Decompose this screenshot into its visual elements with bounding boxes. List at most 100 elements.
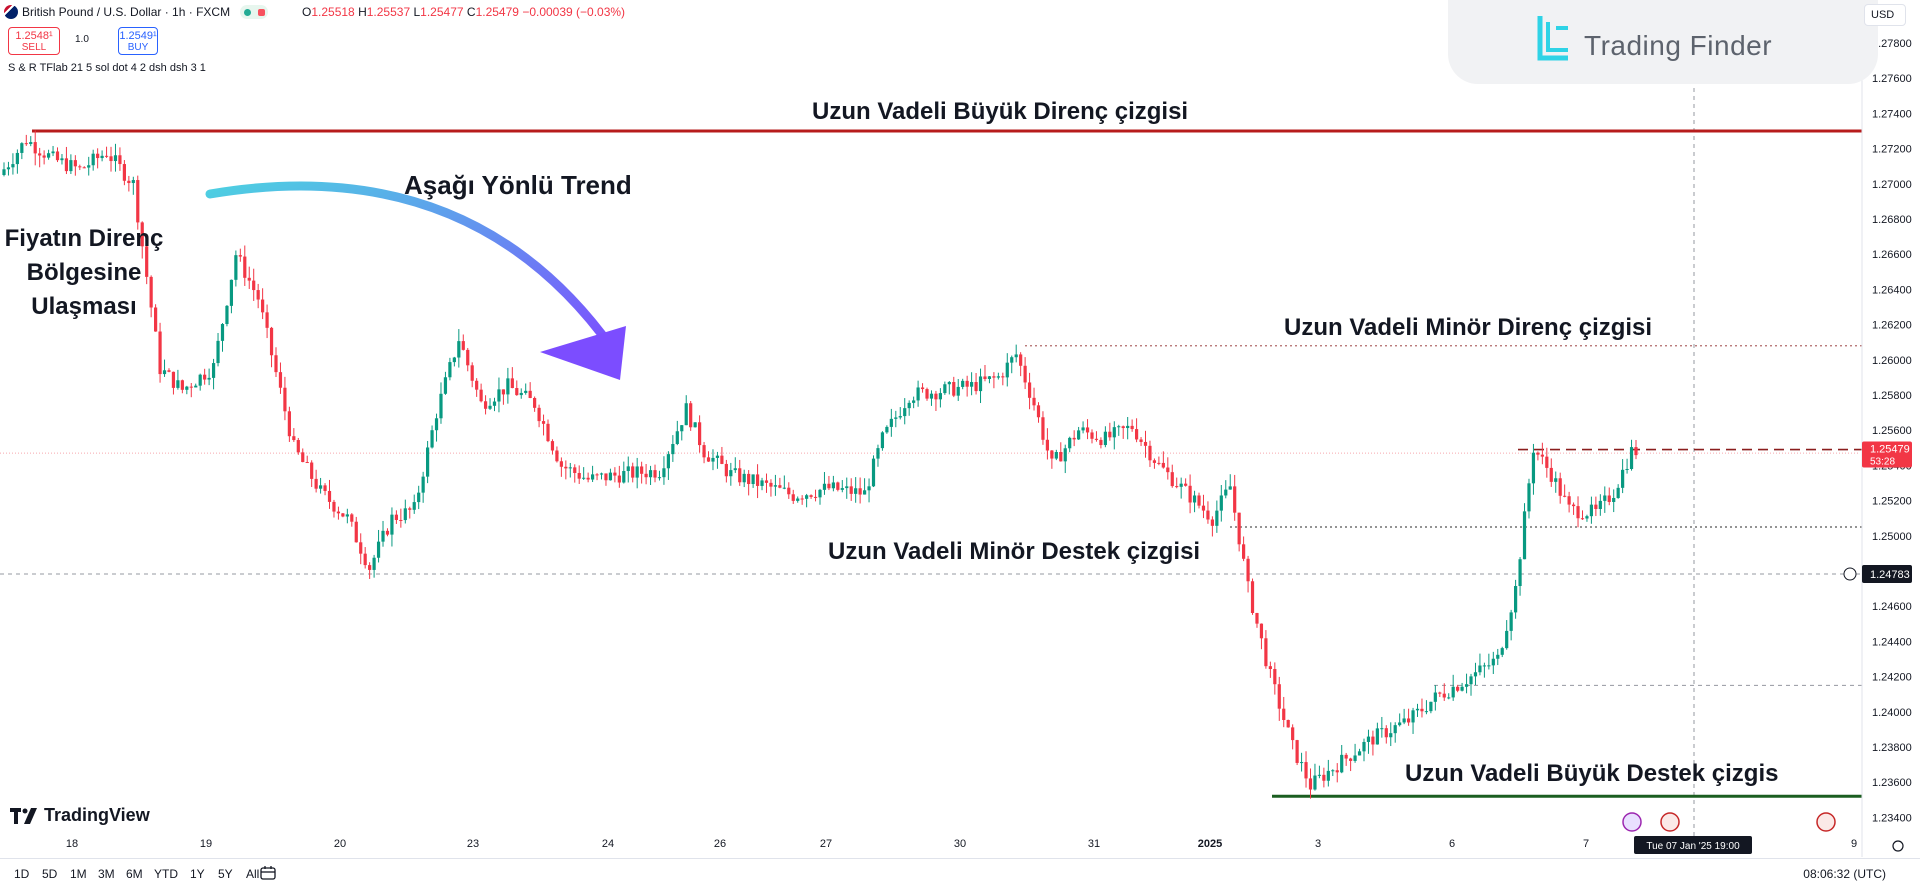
candle-body <box>996 376 1000 378</box>
trading-finder-watermark: Trading Finder <box>1448 0 1878 84</box>
candle-body <box>1134 429 1139 440</box>
candle-body <box>1219 495 1223 511</box>
trading-finder-logo-icon <box>1537 16 1568 61</box>
candle-body <box>417 492 421 503</box>
candle-body <box>1246 558 1250 582</box>
candle-body <box>171 371 176 388</box>
candle-body <box>858 488 862 495</box>
candle-body <box>992 376 996 378</box>
candle-body <box>1068 437 1072 449</box>
price-reach-line-1: Fiyatın Direnç <box>4 225 164 252</box>
candle-body <box>724 463 728 477</box>
candle-body <box>965 380 969 387</box>
market-status-icon[interactable] <box>240 5 269 19</box>
candle-body <box>778 485 782 488</box>
utc-clock[interactable]: 08:06:32 (UTC) <box>1803 867 1886 881</box>
candle-body <box>1429 701 1433 712</box>
timeframe-5y[interactable]: 5Y <box>218 867 233 881</box>
indicator-legend[interactable]: S & R TFlab 21 5 sol dot 4 2 dsh dsh 3 1 <box>8 62 206 74</box>
candle-body <box>185 386 189 390</box>
candle-body <box>287 411 291 437</box>
candle-body <box>1081 427 1085 431</box>
time-tick-label: 26 <box>714 838 726 850</box>
price-tick-label: 1.23400 <box>1872 812 1912 824</box>
price-tick-label: 1.27400 <box>1872 108 1912 120</box>
timeframe-all[interactable]: All <box>246 867 260 881</box>
candle-body <box>180 380 184 390</box>
bottom-toolbar: 1D 5D 1M 3M 6M YTD 1Y 5Y All 08:06:32 (UTC) <box>0 858 1920 886</box>
candle-body <box>1126 425 1130 429</box>
candle-body <box>470 365 474 381</box>
candle-body <box>1585 516 1589 519</box>
buy-button[interactable]: 1.2549¹ BUY <box>118 27 158 55</box>
candle-body <box>1112 427 1116 438</box>
timeframe-3m[interactable]: 3M <box>98 867 115 881</box>
candle-body <box>38 153 42 156</box>
candle-body <box>46 153 51 158</box>
price-tick-label: 1.26000 <box>1872 355 1912 367</box>
candle-body <box>475 380 479 390</box>
candle-body <box>332 501 336 512</box>
candle-body <box>947 382 951 385</box>
candle-body <box>822 483 827 490</box>
price-tick-label: 1.25800 <box>1872 390 1912 402</box>
candle-body <box>1491 658 1495 666</box>
candle-body <box>247 277 251 281</box>
candle-body <box>1175 486 1179 488</box>
candle-body <box>1299 762 1304 764</box>
minor-support-label: Uzun Vadeli Minör Destek çizgisi <box>828 538 1201 565</box>
candle-body <box>15 152 19 165</box>
candle-body <box>1607 495 1611 502</box>
candle-body <box>577 472 581 479</box>
candle-body <box>225 305 229 325</box>
symbol-title[interactable]: British Pound / U.S. Dollar · 1h · FXCM <box>4 5 269 19</box>
candle-body <box>412 502 416 510</box>
timeframe-1d[interactable]: 1D <box>14 867 30 881</box>
candle-body <box>809 495 813 497</box>
candle-body <box>194 385 198 388</box>
candle-body <box>974 382 978 392</box>
timeframe-1y[interactable]: 1Y <box>190 867 205 881</box>
timeframe-1m[interactable]: 1M <box>70 867 87 881</box>
candle-body <box>439 393 443 419</box>
candle-body <box>635 466 639 478</box>
candle-body <box>394 514 398 520</box>
candle-body <box>1594 504 1598 509</box>
sell-button[interactable]: 1.2548¹ SELL <box>8 27 60 55</box>
date-range-icon[interactable] <box>260 866 278 880</box>
candle-body <box>903 408 907 417</box>
candle-body <box>1406 718 1411 723</box>
candle-body <box>555 450 559 462</box>
candle-body <box>1317 774 1322 776</box>
candle-body <box>1375 728 1379 745</box>
timeframe-5d[interactable]: 5D <box>42 867 58 881</box>
candle-body <box>305 462 309 464</box>
candle-body <box>265 312 269 328</box>
candle-body <box>243 256 247 278</box>
candle-body <box>1045 439 1050 451</box>
time-tick-label: 3 <box>1315 838 1321 850</box>
candle-body <box>920 387 925 390</box>
candle-body <box>1264 638 1268 667</box>
candle-body <box>421 476 425 493</box>
candle-body <box>140 222 144 247</box>
timeframe-6m[interactable]: 6M <box>126 867 143 881</box>
tradingview-logo: TradingView <box>10 805 150 826</box>
candle-body <box>1415 708 1420 711</box>
candle-body <box>381 530 385 542</box>
candle-body <box>1201 505 1206 511</box>
candle-body <box>158 331 162 375</box>
symbol-label: British Pound / U.S. Dollar · 1h · FXCM <box>22 5 231 19</box>
candle-body <box>925 389 929 399</box>
candle-body <box>1077 430 1081 440</box>
crosshair-time-text: Tue 07 Jan '25 19:00 <box>1646 841 1740 852</box>
candle-body <box>198 374 202 386</box>
time-tick-label: 7 <box>1583 838 1589 850</box>
candle-body <box>109 156 113 162</box>
tradingview-logo-icon <box>10 807 37 824</box>
currency-selector[interactable]: USD <box>1864 4 1906 26</box>
time-axis: 18 19 20 23 24 26 27 30 31 2025 3 6 7 9 Tue 07 Jan '25… <box>66 812 1904 854</box>
timeframe-ytd[interactable]: YTD <box>154 867 178 881</box>
candle-body <box>96 153 100 159</box>
